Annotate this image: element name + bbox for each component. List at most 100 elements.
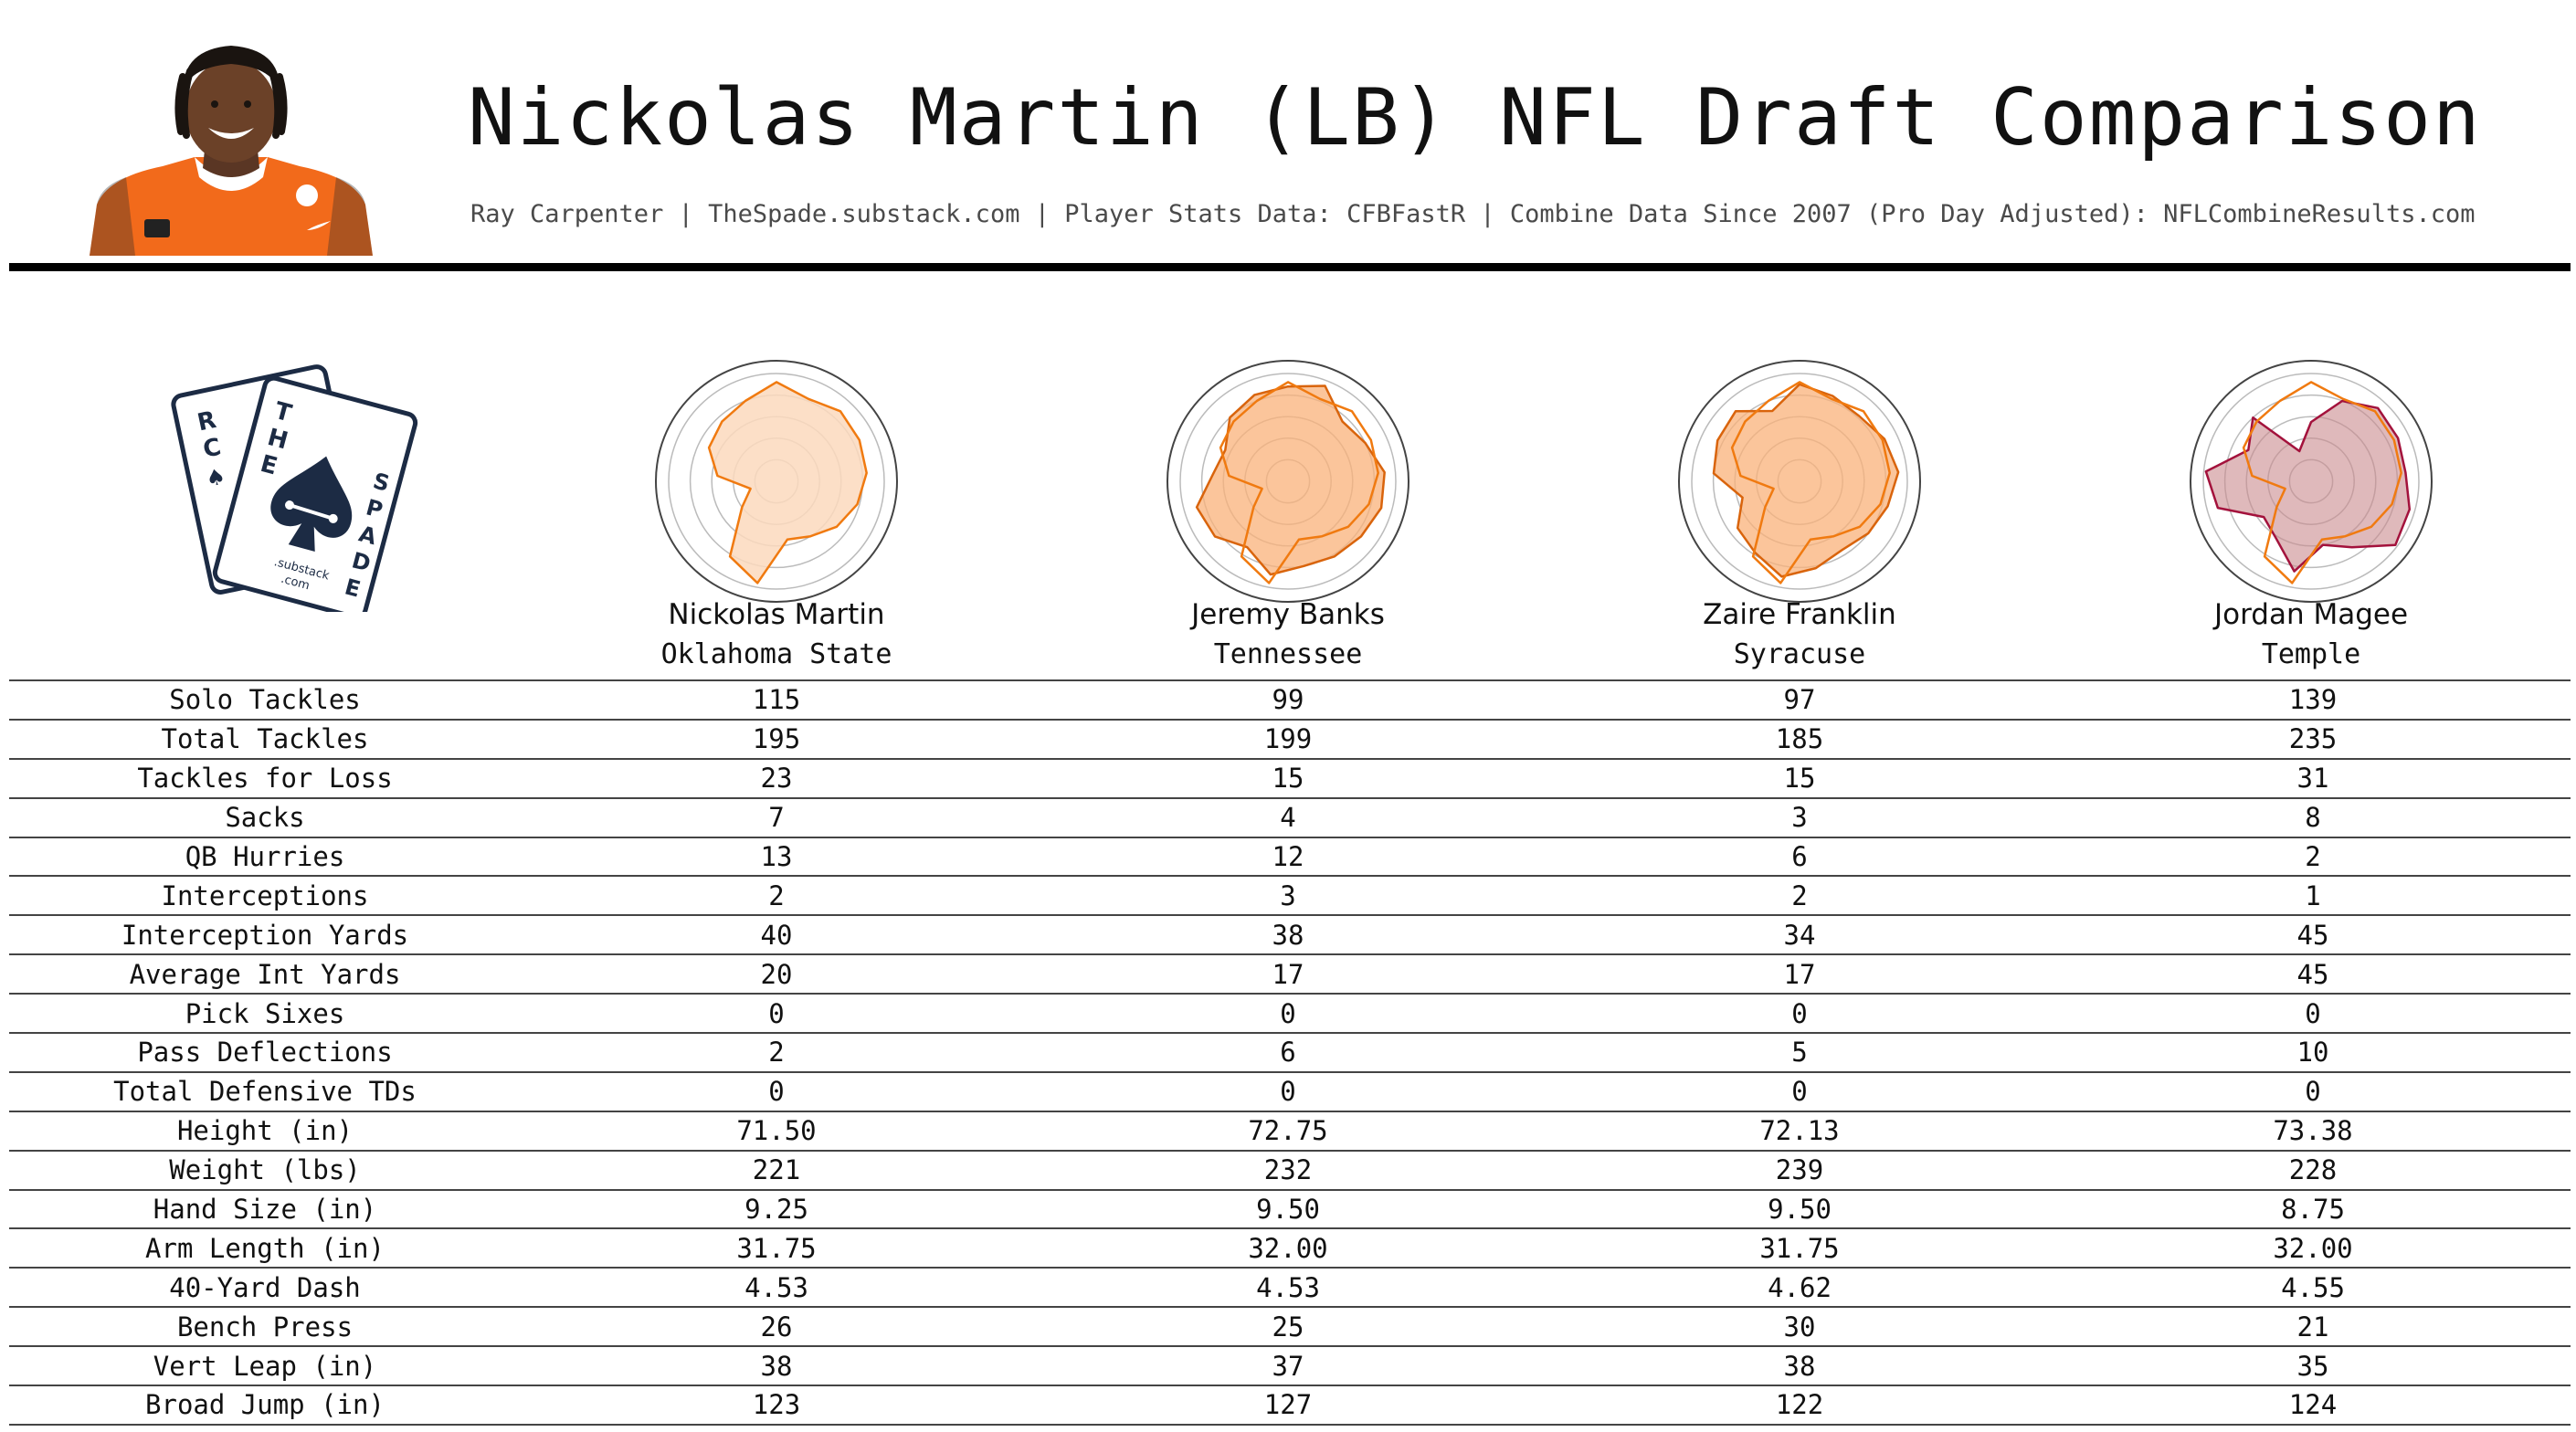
player-name-banks: Jeremy Banks — [1191, 598, 1385, 631]
row-label: Vert Leap (in) — [153, 1350, 377, 1382]
row-label: Bench Press — [176, 1311, 354, 1342]
stat-cell: 34 — [1783, 919, 1816, 951]
stat-cell: 40 — [760, 919, 793, 951]
stat-cell: 195 — [752, 723, 801, 755]
row-label: Interception Yards — [121, 919, 409, 951]
row-label: Sacks — [225, 802, 305, 834]
stat-cell: 9.25 — [744, 1194, 808, 1226]
radar-chart-banks — [1167, 360, 1409, 603]
stat-cell: 235 — [2288, 723, 2338, 755]
table-row: Interception Yards 40 38 34 45 — [9, 915, 2571, 954]
stat-cell: 72.75 — [1248, 1115, 1328, 1147]
stat-cell: 26 — [760, 1311, 793, 1342]
stat-cell: 228 — [2288, 1154, 2338, 1186]
radar-series-nickolas-martin — [2242, 381, 2402, 584]
stat-cell: 124 — [2288, 1389, 2338, 1421]
spade-card-logo-icon: R C ♠ T H E .substack .com S P A D E — [171, 364, 418, 612]
table-row: Arm Length (in) 31.75 32.00 31.75 32.00 — [9, 1228, 2571, 1268]
stat-cell: 35 — [2296, 1350, 2329, 1382]
table-row: Total Defensive TDs 0 0 0 0 — [9, 1071, 2571, 1111]
stat-cell: 2 — [768, 1037, 785, 1069]
stat-cell: 2 — [1791, 879, 1808, 911]
player-school-banks: Tennessee — [1213, 638, 1363, 670]
row-label: Pass Deflections — [137, 1037, 393, 1069]
svg-text:S: S — [370, 468, 392, 497]
row-label: Interceptions — [161, 879, 369, 911]
stat-cell: 0 — [768, 997, 785, 1029]
page-title: Nickolas Martin (LB) NFL Draft Compariso… — [468, 72, 2482, 163]
radar-series-nickolas-martin — [1730, 381, 1891, 584]
stat-cell: 239 — [1775, 1154, 1824, 1186]
stat-cell: 0 — [768, 1076, 785, 1108]
table-row: Hand Size (in) 9.25 9.50 9.50 8.75 — [9, 1189, 2571, 1229]
stat-cell: 97 — [1783, 684, 1816, 716]
stat-cell: 73.38 — [2273, 1115, 2353, 1147]
stat-cell: 45 — [2296, 958, 2329, 990]
stat-cell: 38 — [1783, 1350, 1816, 1382]
player-headshot-icon — [90, 46, 373, 256]
stat-cell: 123 — [752, 1389, 801, 1421]
stat-cell: 32.00 — [2273, 1232, 2353, 1264]
stat-cell: 25 — [1272, 1311, 1304, 1342]
stat-cell: 139 — [2288, 684, 2338, 716]
radar-series-nickolas-martin — [707, 381, 868, 584]
stat-cell: 10 — [2296, 1037, 2329, 1069]
player-school-magee: Temple — [2261, 638, 2361, 670]
stat-cell: 0 — [2305, 997, 2321, 1029]
stat-cell: 5 — [1791, 1037, 1808, 1069]
stat-cell: 4.62 — [1768, 1271, 1832, 1303]
table-row: Pass Deflections 2 6 5 10 — [9, 1033, 2571, 1072]
stat-cell: 3 — [1280, 879, 1296, 911]
radar-grid-ring — [2202, 373, 2420, 590]
stat-cell: 4.55 — [2281, 1271, 2345, 1303]
row-label: QB Hurries — [185, 841, 345, 872]
row-label: Tackles for Loss — [137, 763, 393, 795]
stat-cell: 31.75 — [1759, 1232, 1840, 1264]
stat-cell: 0 — [1280, 1076, 1296, 1108]
stat-cell: 15 — [1783, 763, 1816, 795]
stat-cell: 37 — [1272, 1350, 1304, 1382]
row-label: Solo Tackles — [169, 684, 361, 716]
stat-cell: 232 — [1263, 1154, 1313, 1186]
stat-cell: 3 — [1791, 802, 1808, 834]
row-label: Hand Size (in) — [153, 1194, 377, 1226]
table-row: Vert Leap (in) 38 37 38 35 — [9, 1346, 2571, 1385]
player-school-martin: Oklahoma State — [660, 638, 892, 670]
table-row: Sacks 7 4 3 8 — [9, 797, 2571, 837]
player-name-martin: Nickolas Martin — [668, 598, 885, 631]
stat-cell: 0 — [1280, 997, 1296, 1029]
stat-cell: 32.00 — [1248, 1232, 1328, 1264]
row-label: Pick Sixes — [185, 997, 345, 1029]
stat-cell: 31.75 — [736, 1232, 817, 1264]
table-row: Pick Sixes 0 0 0 0 — [9, 994, 2571, 1033]
row-label: Total Tackles — [161, 723, 369, 755]
stat-cell: 2 — [2305, 841, 2321, 872]
svg-text:E: E — [342, 574, 363, 602]
stat-cell: 8 — [2305, 802, 2321, 834]
radar-chart-martin — [655, 360, 898, 603]
stat-cell: 72.13 — [1759, 1115, 1840, 1147]
stat-cell: 9.50 — [1768, 1194, 1832, 1226]
table-row: 40-Yard Dash 4.53 4.53 4.62 4.55 — [9, 1268, 2571, 1307]
radar-grid-ring — [1179, 373, 1397, 590]
table-row: Weight (lbs) 221 232 239 228 — [9, 1150, 2571, 1190]
table-row: Tackles for Loss 23 15 15 31 — [9, 758, 2571, 798]
stat-cell: 8.75 — [2281, 1194, 2345, 1226]
table-row: QB Hurries 13 12 6 2 — [9, 837, 2571, 877]
stat-cell: 71.50 — [736, 1115, 817, 1147]
stat-cell: 21 — [2296, 1311, 2329, 1342]
stat-cell: 4.53 — [1256, 1271, 1320, 1303]
stat-cell: 38 — [1272, 919, 1304, 951]
row-label: Broad Jump (in) — [145, 1389, 385, 1421]
row-label: Weight (lbs) — [169, 1154, 361, 1186]
row-label: Height (in) — [176, 1115, 354, 1147]
radar-grid-ring — [668, 373, 885, 590]
stat-cell: 12 — [1272, 841, 1304, 872]
row-label: Arm Length (in) — [145, 1232, 385, 1264]
stat-cell: 115 — [752, 684, 801, 716]
stat-cell: 15 — [1272, 763, 1304, 795]
row-label: Total Defensive TDs — [113, 1076, 417, 1108]
table-row: Broad Jump (in) 123 127 122 124 — [9, 1385, 2571, 1425]
stat-cell: 7 — [768, 802, 785, 834]
